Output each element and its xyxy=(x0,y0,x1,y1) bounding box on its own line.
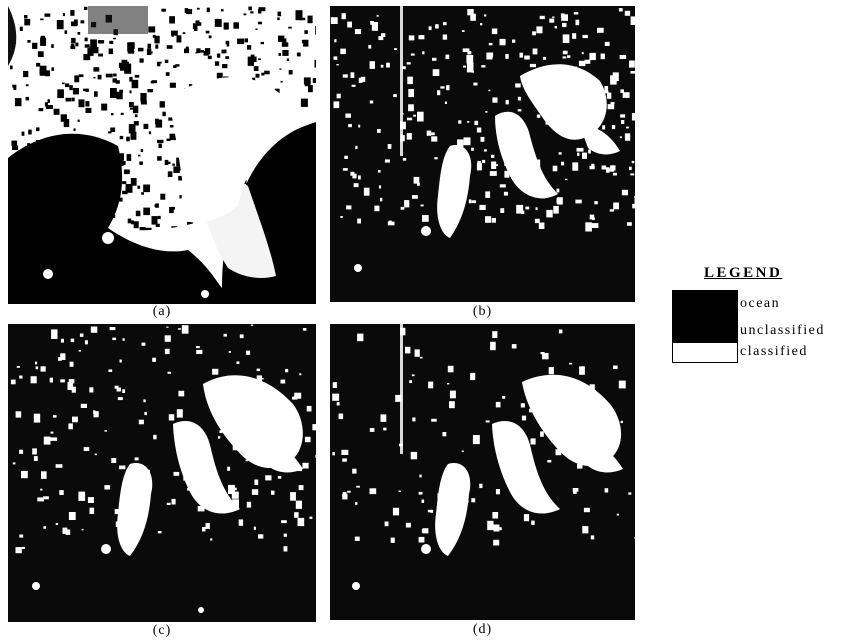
map-d-image xyxy=(330,324,635,620)
caption-c: (c) xyxy=(152,623,172,638)
map-c-image xyxy=(8,324,316,622)
unclassified-swatch xyxy=(673,339,737,343)
legend-label-classified: classified xyxy=(740,344,808,359)
legend-label-ocean: ocean xyxy=(740,296,781,311)
classification-map-a xyxy=(8,6,316,304)
caption-b: (b) xyxy=(472,304,493,319)
classification-map-d xyxy=(330,324,635,620)
map-a-image xyxy=(8,6,316,304)
caption-d: (d) xyxy=(472,622,493,637)
legend-title: LEGEND xyxy=(704,265,783,281)
map-b-image xyxy=(330,6,635,302)
classification-map-b xyxy=(330,6,635,302)
ocean-swatch xyxy=(673,291,737,339)
classification-map-c xyxy=(8,324,316,622)
legend-swatches xyxy=(672,290,738,363)
legend-label-unclassified: unclassified xyxy=(740,323,825,338)
caption-a: (a) xyxy=(152,304,172,319)
